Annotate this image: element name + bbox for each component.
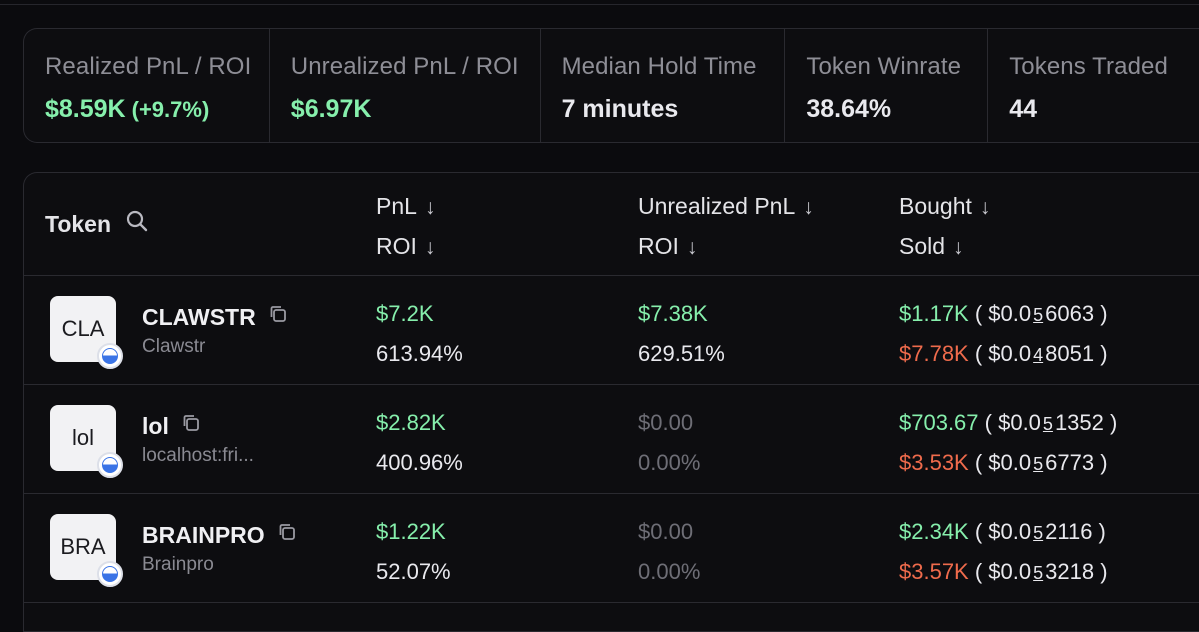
unrealized-roi-header-label: ROI [638, 233, 679, 259]
sold-price: ( $0.0 56773 ) [974, 450, 1108, 475]
table-row[interactable]: BRA BRAINPRO Brainpro $1.22K 52.07% $0.0… [24, 494, 1199, 603]
bought-price: ( $0.0 56063 ) [974, 301, 1108, 326]
pnl-value: $1.22K [376, 519, 446, 544]
search-icon[interactable] [125, 209, 149, 239]
column-header-token: Token [45, 209, 149, 241]
sort-header-unrealized-roi[interactable]: ROI ↓ [638, 233, 697, 260]
roi-header-label: ROI [376, 233, 417, 259]
stat-value: $8.59K (+9.7%) [45, 95, 269, 124]
token-symbol-text: BRAINPRO [142, 522, 265, 548]
bought-amount: $1.17K [899, 301, 969, 326]
sort-header-roi[interactable]: ROI ↓ [376, 233, 435, 260]
stat-value: $6.97K [291, 95, 540, 124]
table-header: Token PnL ↓ ROI ↓ Unrealized PnL ↓ ROI ↓ Bou… [24, 173, 1199, 276]
sold-value: $3.53K ( $0.0 56773 ) [899, 450, 1108, 476]
stats-summary: Realized PnL / ROI $8.59K (+9.7%) Unreali… [23, 28, 1199, 143]
roi-value: 613.94% [376, 341, 463, 366]
table-row[interactable]: CLA CLAWSTR Clawstr $7.2K 613.94% $7.38K… [24, 276, 1199, 385]
stat-label: Realized PnL / ROI [45, 53, 252, 80]
chain-badge-icon [97, 452, 123, 478]
top-divider [0, 4, 1199, 5]
token-symbol-text: CLAWSTR [142, 304, 256, 330]
bought-value: $1.17K ( $0.0 56063 ) [899, 301, 1108, 327]
copy-icon[interactable] [181, 412, 201, 439]
stat-label: Token Winrate [806, 53, 962, 80]
unrealized-roi-value: 0.00% [638, 450, 701, 475]
token-symbol-text: lol [142, 413, 169, 439]
sold-amount: $7.78K [899, 341, 969, 366]
unrealized-header-label: Unrealized PnL [638, 193, 796, 219]
stat-token-winrate: Token Winrate 38.64% [785, 29, 989, 142]
bought-amount: $2.34K [899, 519, 969, 544]
unrealized-roi-value: 0.00% [638, 559, 701, 584]
token-logo: CLA [50, 296, 123, 369]
copy-icon[interactable] [277, 521, 297, 548]
roi-value: 400.96% [376, 450, 463, 475]
token-name: Clawstr [142, 336, 206, 357]
stat-realized-pnl: Realized PnL / ROI $8.59K (+9.7%) [24, 29, 270, 142]
token-header-label: Token [45, 211, 112, 238]
token-name: localhost:fri... [142, 445, 254, 466]
sold-price: ( $0.0 53218 ) [974, 559, 1108, 584]
token-logo-text: BRA [60, 534, 106, 559]
unrealized-pnl-value: $0.00 [638, 410, 694, 435]
stat-median-hold-time: Median Hold Time 7 minutes [541, 29, 786, 142]
token-symbol[interactable]: lol [142, 413, 201, 441]
arrow-down-icon: ↓ [424, 236, 436, 259]
realized-roi-value: (+9.7%) [131, 97, 210, 122]
table-row[interactable]: lol lol localhost:fri... $2.82K 400.96% … [24, 385, 1199, 494]
stat-unrealized-pnl: Unrealized PnL / ROI $6.97K [270, 29, 541, 142]
unrealized-pnl-value: $0.00 [638, 519, 694, 544]
chain-badge-icon [97, 561, 123, 587]
unrealized-pnl-value: $6.97K [290, 95, 372, 123]
bought-price: ( $0.0 52116 ) [974, 519, 1106, 544]
median-hold-time-value: 7 minutes [561, 95, 679, 123]
stat-label: Unrealized PnL / ROI [290, 53, 519, 80]
tokens-traded-value: 44 [1009, 95, 1037, 123]
token-name: Brainpro [142, 554, 214, 575]
bought-value: $2.34K ( $0.0 52116 ) [899, 519, 1106, 545]
sort-header-bought[interactable]: Bought ↓ [899, 193, 990, 220]
sold-value: $7.78K ( $0.0 48051 ) [899, 341, 1108, 367]
chain-badge-icon [97, 343, 123, 369]
sort-header-sold[interactable]: Sold ↓ [899, 233, 964, 260]
arrow-down-icon: ↓ [686, 236, 698, 259]
sort-header-pnl[interactable]: PnL ↓ [376, 193, 435, 220]
stat-label: Tokens Traded [1009, 53, 1168, 80]
token-symbol[interactable]: CLAWSTR [142, 304, 288, 332]
sort-header-unrealized-pnl[interactable]: Unrealized PnL ↓ [638, 193, 814, 220]
bought-price: ( $0.0 51352 ) [984, 410, 1118, 435]
stat-tokens-traded: Tokens Traded 44 [988, 29, 1199, 142]
roi-value: 52.07% [376, 559, 451, 584]
sold-header-label: Sold [899, 233, 946, 259]
unrealized-roi-value: 629.51% [638, 341, 725, 366]
arrow-down-icon: ↓ [424, 196, 436, 219]
token-logo: BRA [50, 514, 123, 587]
realized-pnl-value: $8.59K [45, 95, 126, 123]
arrow-down-icon: ↓ [953, 236, 964, 259]
token-logo: lol [50, 405, 123, 478]
pnl-value: $2.82K [376, 410, 446, 435]
pnl-value: $7.2K [376, 301, 434, 326]
bought-value: $703.67 ( $0.0 51352 ) [899, 410, 1117, 436]
token-winrate-value: 38.64% [806, 95, 892, 123]
sold-value: $3.57K ( $0.0 53218 ) [899, 559, 1108, 585]
bought-amount: $703.67 [899, 410, 979, 435]
pnl-header-label: PnL [376, 193, 417, 219]
token-trades-table: Token PnL ↓ ROI ↓ Unrealized PnL ↓ ROI ↓ Bou… [23, 172, 1199, 632]
bought-header-label: Bought [899, 193, 972, 219]
sold-amount: $3.53K [899, 450, 969, 475]
sold-price: ( $0.0 48051 ) [974, 341, 1108, 366]
token-symbol[interactable]: BRAINPRO [142, 522, 297, 550]
copy-icon[interactable] [268, 303, 288, 330]
arrow-down-icon: ↓ [979, 196, 991, 219]
token-logo-text: CLA [61, 316, 105, 341]
token-logo-text: lol [71, 425, 94, 450]
arrow-down-icon: ↓ [803, 196, 814, 219]
sold-amount: $3.57K [899, 559, 969, 584]
stat-label: Median Hold Time [561, 53, 757, 80]
unrealized-pnl-value: $7.38K [638, 301, 708, 326]
